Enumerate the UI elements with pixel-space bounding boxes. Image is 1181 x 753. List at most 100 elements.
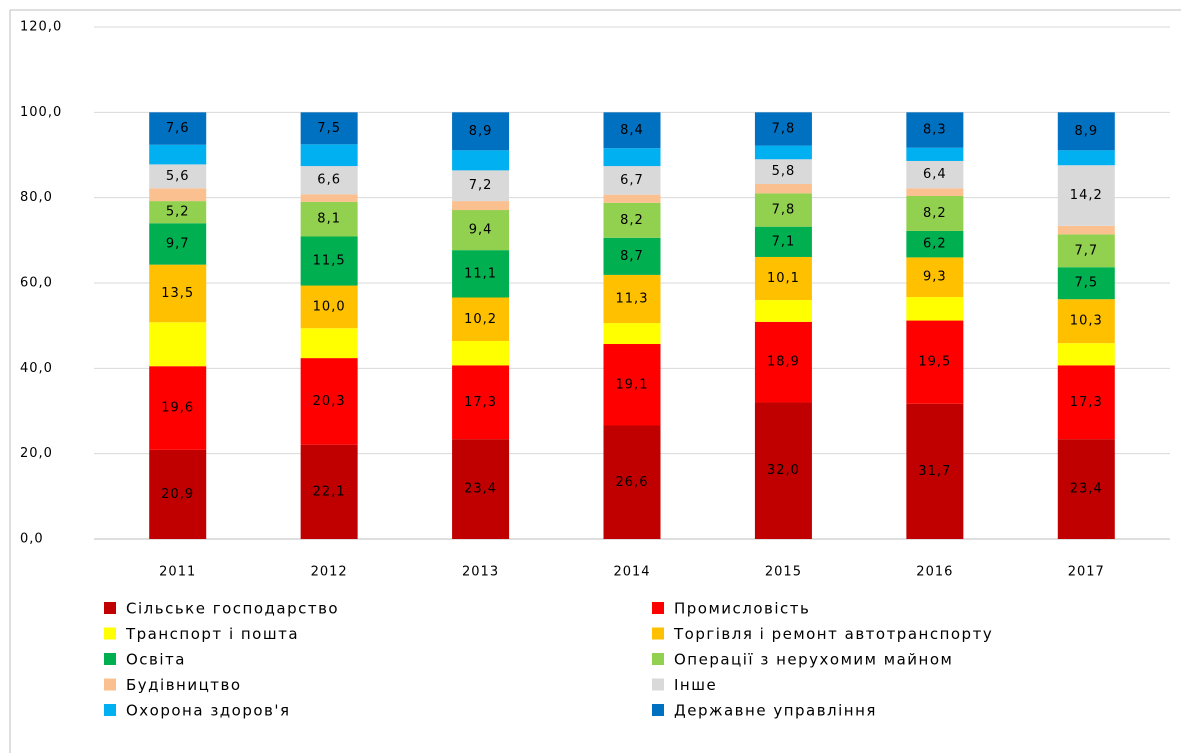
data-label: 8,9 bbox=[1074, 124, 1098, 139]
bar-segment bbox=[754, 112, 812, 146]
bar-segment bbox=[300, 144, 358, 167]
legend-swatch bbox=[104, 602, 116, 614]
data-label: 6,2 bbox=[923, 237, 947, 252]
bar-segment bbox=[452, 201, 510, 211]
bar-segment bbox=[149, 164, 207, 189]
data-label: 7,6 bbox=[166, 121, 190, 136]
data-label: 26,6 bbox=[616, 475, 649, 490]
bar-segment bbox=[1057, 234, 1115, 268]
bar-segment bbox=[149, 223, 207, 265]
legend-swatch bbox=[104, 653, 116, 665]
data-label: 8,2 bbox=[923, 206, 947, 221]
data-label: 9,7 bbox=[166, 236, 190, 251]
bar-segment bbox=[906, 297, 964, 321]
data-label: 6,7 bbox=[620, 173, 644, 188]
bar-segment bbox=[452, 365, 510, 440]
legend-swatch bbox=[104, 678, 116, 691]
data-label: 8,4 bbox=[620, 123, 644, 138]
bar-segment bbox=[603, 194, 661, 203]
data-label: 22,1 bbox=[313, 484, 346, 499]
bar-segment bbox=[603, 148, 661, 167]
bar-segment bbox=[149, 449, 207, 539]
bar-segment bbox=[452, 341, 510, 366]
data-label: 10,1 bbox=[767, 271, 800, 286]
bar-segment bbox=[603, 344, 661, 426]
legend-label: Державне управління bbox=[674, 702, 877, 720]
data-label: 19,5 bbox=[918, 355, 951, 370]
bar-segment bbox=[603, 202, 661, 238]
y-tick-label: 120,0 bbox=[20, 20, 62, 35]
data-label: 11,3 bbox=[616, 292, 649, 307]
data-label: 11,1 bbox=[464, 266, 497, 281]
data-label: 6,6 bbox=[317, 173, 341, 188]
data-label: 19,6 bbox=[161, 401, 194, 416]
bar-segment bbox=[754, 193, 812, 227]
data-label: 8,2 bbox=[620, 213, 644, 228]
bar-segment bbox=[1057, 225, 1115, 235]
legend-label: Операції з нерухомим майном bbox=[674, 651, 953, 669]
bar-segment bbox=[1057, 343, 1115, 366]
bar-segment bbox=[603, 425, 661, 539]
bar-segment bbox=[1057, 299, 1115, 344]
legend-swatch bbox=[652, 627, 664, 640]
data-label: 17,3 bbox=[464, 395, 497, 410]
bar-segment bbox=[300, 358, 358, 445]
data-label: 5,6 bbox=[166, 169, 190, 184]
data-label: 7,1 bbox=[772, 234, 796, 249]
data-label: 7,8 bbox=[772, 203, 796, 218]
data-label: 13,5 bbox=[161, 286, 194, 301]
bar-segment bbox=[300, 166, 358, 195]
x-tick-label: 2017 bbox=[1068, 565, 1105, 580]
bar-segment bbox=[906, 188, 964, 196]
bar-segment bbox=[300, 194, 358, 202]
y-tick-label: 20,0 bbox=[20, 446, 53, 461]
bar-segment bbox=[906, 112, 964, 148]
bar-segment bbox=[603, 166, 661, 195]
legend-label: Торгівля і ремонт автотранспорту bbox=[673, 625, 993, 643]
bar-segment bbox=[452, 297, 510, 342]
y-tick-label: 40,0 bbox=[20, 361, 53, 376]
x-tick-label: 2011 bbox=[159, 565, 196, 580]
legend-label: Охорона здоров'я bbox=[126, 702, 291, 720]
data-label: 17,3 bbox=[1070, 395, 1103, 410]
bar-segment bbox=[906, 160, 964, 189]
legend-label: Сільське господарство bbox=[126, 600, 339, 618]
legend-label: Освіта bbox=[126, 651, 186, 669]
bar-segment bbox=[149, 264, 207, 323]
data-label: 7,5 bbox=[317, 121, 341, 136]
x-tick-label: 2013 bbox=[462, 565, 499, 580]
data-label: 20,3 bbox=[313, 394, 346, 409]
bar-segment bbox=[452, 250, 510, 298]
legend-label: Будівництво bbox=[126, 676, 242, 694]
data-label: 19,1 bbox=[616, 377, 649, 392]
data-label: 31,7 bbox=[918, 464, 951, 479]
bar-segment bbox=[1057, 150, 1115, 166]
data-label: 8,3 bbox=[923, 123, 947, 138]
data-label: 8,7 bbox=[620, 249, 644, 264]
data-label: 7,5 bbox=[1074, 276, 1098, 291]
data-label: 7,8 bbox=[772, 121, 796, 136]
bar-segment bbox=[754, 159, 812, 185]
legend-swatch bbox=[652, 678, 664, 691]
bar-segment bbox=[300, 201, 358, 237]
data-label: 6,4 bbox=[923, 167, 947, 182]
x-tick-label: 2012 bbox=[311, 565, 348, 580]
legend-swatch bbox=[652, 602, 664, 614]
legend-label: Промисловість bbox=[674, 600, 810, 618]
x-tick-label: 2016 bbox=[916, 565, 953, 580]
y-tick-label: 0,0 bbox=[20, 532, 44, 547]
bar-segment bbox=[300, 112, 358, 145]
data-label: 5,8 bbox=[772, 164, 796, 179]
bar-segment bbox=[754, 300, 812, 322]
bar-segment bbox=[1057, 112, 1115, 151]
legend-label: Інше bbox=[674, 676, 717, 694]
bar-segment bbox=[300, 328, 358, 359]
bar-segment bbox=[754, 256, 812, 301]
data-label: 5,2 bbox=[166, 205, 190, 220]
data-label: 18,9 bbox=[767, 355, 800, 370]
bar-segment bbox=[603, 237, 661, 275]
bar-segment bbox=[1057, 267, 1115, 300]
bar-segment bbox=[906, 195, 964, 231]
legend-swatch bbox=[652, 704, 664, 716]
